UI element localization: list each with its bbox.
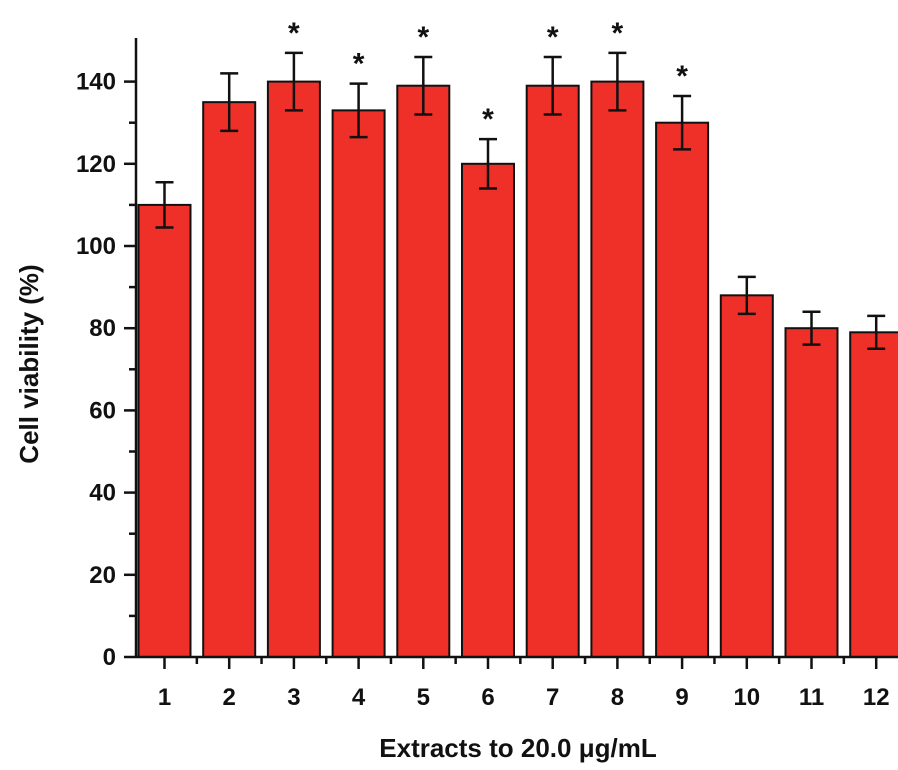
y-axis-title: Cell viability (%) [14, 264, 44, 463]
significance-marker: * [417, 21, 429, 54]
bar [137, 203, 192, 658]
axes-group [134, 38, 898, 659]
x-tick-label: 6 [481, 684, 494, 711]
x-tick-label: 3 [287, 684, 300, 711]
y-tick-label: 100 [76, 233, 116, 260]
x-tick-label: 10 [733, 684, 760, 711]
bar [719, 294, 774, 658]
y-tick-label: 60 [89, 397, 116, 424]
y-tick-label: 0 [103, 644, 116, 671]
y-tick-label: 140 [76, 69, 116, 96]
bar [525, 84, 580, 658]
significance-marker: * [482, 103, 494, 136]
x-tick-label: 7 [546, 684, 559, 711]
bars-group [137, 80, 898, 659]
error-bars-group [155, 51, 886, 350]
y-ticks-group: 0 20 40 60 80 100 120 140 [76, 69, 136, 671]
y-tick-label: 40 [89, 480, 116, 507]
bar [784, 327, 839, 658]
x-tick-label: 4 [352, 684, 366, 711]
y-tick-label: 20 [89, 562, 116, 589]
bar [266, 80, 321, 659]
x-ticks-group: 1 2 3 4 5 6 7 8 9 10 11 12 [158, 657, 890, 711]
x-axis-title: Extracts to 20.0 μg/mL [379, 733, 657, 763]
bar [202, 101, 257, 658]
x-tick-label: 9 [675, 684, 688, 711]
x-tick-label: 12 [863, 684, 890, 711]
x-tick-label: 8 [611, 684, 624, 711]
significance-marker: * [353, 48, 365, 81]
bar [849, 331, 898, 658]
x-tick-label: 5 [417, 684, 430, 711]
x-tick-label: 11 [799, 684, 824, 711]
significance-markers-group: * * * * * * * [288, 17, 688, 136]
bar [331, 109, 386, 659]
x-tick-label: 2 [223, 684, 236, 711]
significance-marker: * [288, 17, 300, 50]
significance-marker: * [547, 21, 559, 54]
bar [590, 80, 645, 659]
bar [655, 121, 710, 658]
significance-marker: * [612, 17, 624, 50]
y-tick-label: 80 [89, 315, 116, 342]
significance-marker: * [676, 60, 688, 93]
x-tick-label: 1 [158, 684, 171, 711]
bar [461, 162, 515, 659]
y-tick-label: 120 [76, 151, 116, 178]
bar [396, 84, 451, 658]
